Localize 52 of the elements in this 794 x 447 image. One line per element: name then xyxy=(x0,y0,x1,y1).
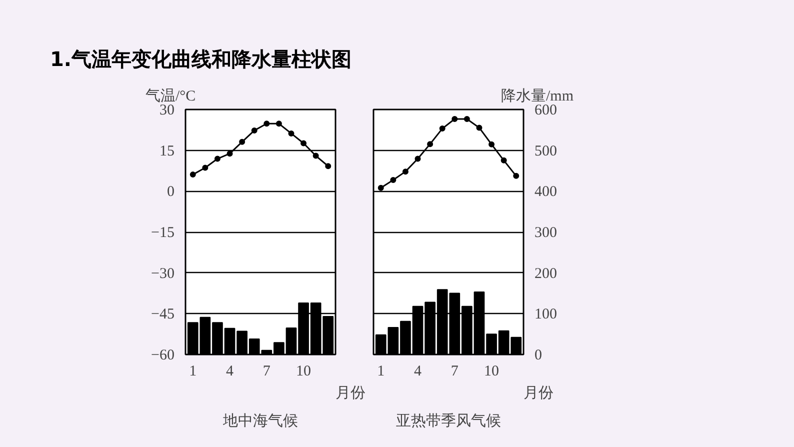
y2-tick-label: 600 xyxy=(534,102,557,118)
y-axis-title: 气温/°C xyxy=(146,87,196,104)
point xyxy=(202,164,208,170)
point xyxy=(414,155,421,162)
x-axis-title: 月份 xyxy=(336,385,366,402)
point xyxy=(239,138,246,144)
x-tick-label: 10 xyxy=(484,363,500,380)
point xyxy=(276,120,282,126)
point xyxy=(452,116,458,122)
y-tick-label: 15 xyxy=(160,142,174,159)
y-tick-label: 0 xyxy=(167,184,174,200)
point xyxy=(190,171,196,178)
point xyxy=(214,155,220,162)
point xyxy=(264,120,270,126)
y2-tick-label: 500 xyxy=(534,142,557,159)
point xyxy=(427,140,434,147)
point xyxy=(312,152,319,158)
x-tick-label: 7 xyxy=(450,363,459,380)
point xyxy=(488,140,495,147)
point xyxy=(476,124,482,130)
x-axis-title: 月份 xyxy=(524,385,554,402)
y-tick-label: −60 xyxy=(151,347,175,364)
point xyxy=(288,130,294,136)
x-tick-label: 4 xyxy=(226,363,234,380)
y2-tick-label: 200 xyxy=(534,265,557,282)
text: 地中海气候 xyxy=(222,412,298,430)
point xyxy=(402,168,408,174)
x-tick-label: 10 xyxy=(296,363,312,380)
x-tick-label: 7 xyxy=(262,363,271,380)
point xyxy=(464,116,470,122)
point xyxy=(325,162,332,169)
point xyxy=(513,172,520,178)
y2-axis-title: 降水量/mm xyxy=(501,87,574,104)
y-tick-label: −30 xyxy=(151,265,175,282)
y2-tick-label: 300 xyxy=(534,224,557,241)
y-tick-label: −45 xyxy=(151,306,175,322)
text: 亚热带季风气候 xyxy=(396,412,501,430)
y2-tick-label: 0 xyxy=(534,347,542,364)
point xyxy=(390,176,396,183)
point xyxy=(439,125,446,132)
point xyxy=(300,140,307,146)
x-tick-label: 1 xyxy=(377,363,385,380)
x-tick-label: 4 xyxy=(414,363,422,380)
point xyxy=(500,156,507,163)
point xyxy=(378,184,384,190)
text: 1.气温年变化曲线和降水量柱状图 xyxy=(50,46,352,73)
point xyxy=(251,127,258,134)
y-tick-label: 30 xyxy=(160,102,174,118)
y-tick-label: −15 xyxy=(151,224,175,241)
y2-tick-label: 100 xyxy=(534,306,557,322)
y2-tick-label: 400 xyxy=(534,184,557,200)
x-tick-label: 1 xyxy=(189,363,197,380)
